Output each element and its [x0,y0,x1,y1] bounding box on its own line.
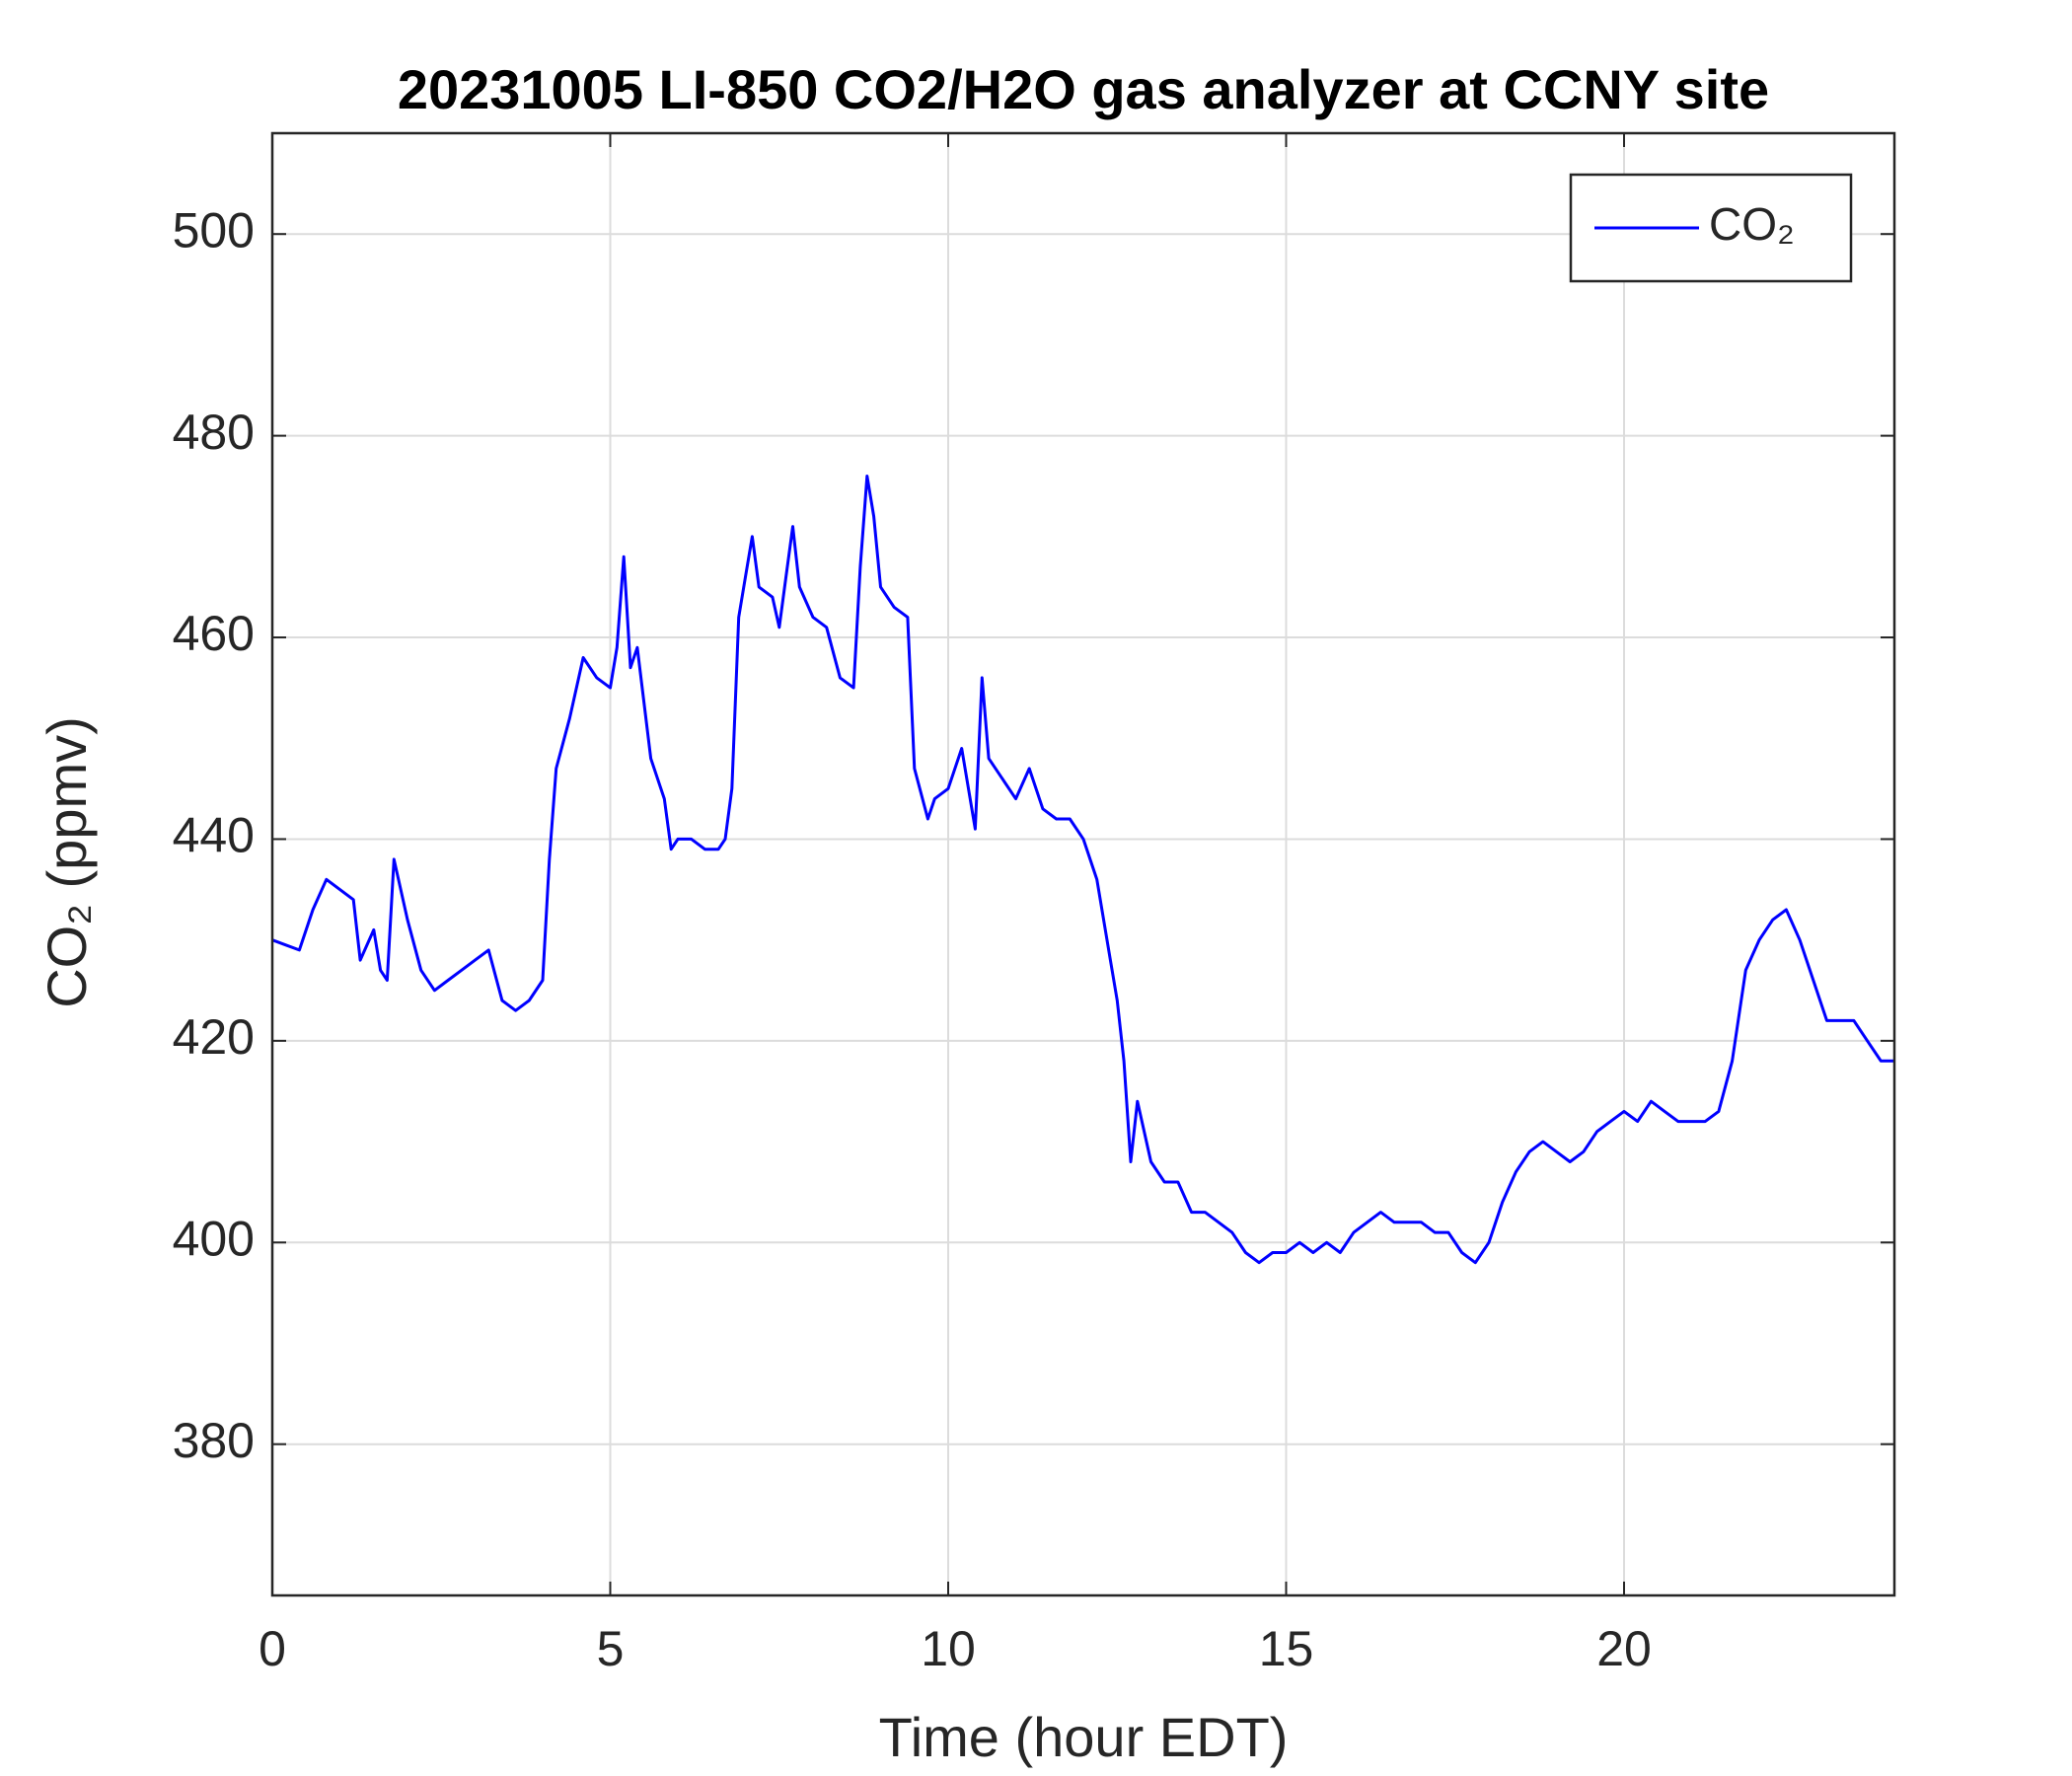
x-tick-label: 10 [921,1621,976,1676]
y-tick-label: 400 [173,1211,255,1266]
y-tick-label: 460 [173,606,255,661]
legend-label: CO₂ [1709,198,1795,250]
axes-box [270,131,1896,1597]
x-tick-label: 15 [1259,1621,1314,1676]
y-tick-label: 380 [173,1413,255,1468]
y-tick-label: 480 [173,405,255,460]
x-tick-label: 20 [1596,1621,1652,1676]
y-tick-label: 420 [173,1009,255,1065]
y-tick-label: 500 [173,202,255,258]
data-line [271,475,1894,1265]
x-tick-label: 0 [259,1621,286,1676]
x-tick-label: 5 [597,1621,625,1676]
y-axis-label: CO₂ (ppmv) [36,716,98,1008]
y-tick-label: 440 [173,808,255,863]
x-axis-label: Time (hour EDT) [879,1706,1289,1768]
chart-title: 20231005 LI-850 CO2/H2O gas analyzer at … [398,58,1769,120]
